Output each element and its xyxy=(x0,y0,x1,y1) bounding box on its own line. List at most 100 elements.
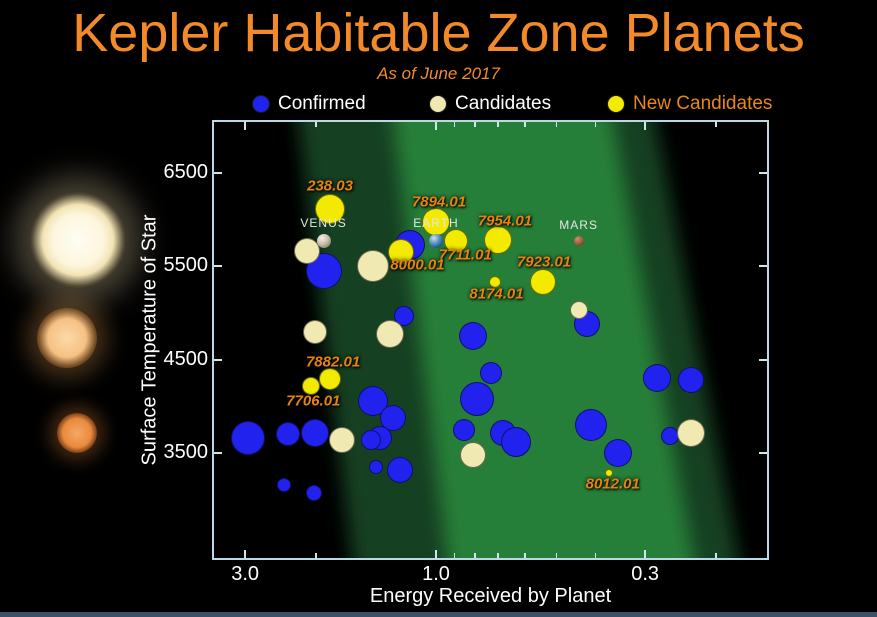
koi-label: 7882.01 xyxy=(305,353,361,371)
planet-point xyxy=(444,229,469,254)
venus-planet-icon xyxy=(316,234,331,249)
axis-tick xyxy=(497,122,499,127)
planet-point xyxy=(394,305,415,326)
planet-point xyxy=(678,367,705,394)
koi-label: 8012.01 xyxy=(585,475,640,493)
planet-point xyxy=(453,418,476,441)
x-axis-title: Energy Received by Planet xyxy=(369,585,612,607)
planet-point xyxy=(677,419,706,448)
planet-point xyxy=(489,276,502,289)
planet-point xyxy=(315,193,346,224)
planet-point xyxy=(305,485,322,502)
axis-tick xyxy=(644,122,647,130)
planet-point xyxy=(643,364,672,393)
planet-point xyxy=(574,409,607,441)
planet-point xyxy=(387,456,414,483)
planet-point xyxy=(302,376,321,395)
planet-point xyxy=(328,426,355,453)
habitable-zone-bands xyxy=(298,122,739,558)
planet-point xyxy=(369,459,384,474)
planet-point xyxy=(501,426,532,457)
koi-label: 7894.01 xyxy=(411,193,467,211)
axis-tick xyxy=(474,122,476,127)
planet-point xyxy=(459,441,486,468)
planet-point xyxy=(302,319,327,344)
axis-tick xyxy=(315,122,317,127)
x-tick-label: 3.0 xyxy=(231,563,260,585)
axis-tick xyxy=(453,122,456,127)
planet-point xyxy=(604,468,613,477)
planet-point xyxy=(569,301,588,320)
legend-item-new-candidates: New Candidates xyxy=(607,93,772,115)
planet-point xyxy=(356,250,389,283)
planet-point xyxy=(319,368,342,391)
axis-tick xyxy=(715,122,717,127)
hot-star-icon xyxy=(30,192,126,288)
axis-tick xyxy=(759,452,767,454)
axis-tick xyxy=(715,553,717,558)
legend-label-new-candidates: New Candidates xyxy=(633,93,773,114)
axis-tick xyxy=(555,553,558,558)
axis-tick xyxy=(524,122,526,127)
axis-tick xyxy=(214,172,222,175)
plot-area: 238.03 7894.01 7954.01 7711.01 8000.01 7923.0… xyxy=(212,120,769,560)
confirmed-swatch-icon xyxy=(252,95,270,113)
planet-point xyxy=(483,226,512,255)
earth-label: EARTH xyxy=(413,216,459,231)
planet-point xyxy=(458,322,487,351)
koi-label: 8000.01 xyxy=(390,256,445,274)
planet-point xyxy=(604,439,633,467)
koi-label: 7711.01 xyxy=(438,246,492,264)
koi-label: 8174.01 xyxy=(469,285,524,303)
axis-tick xyxy=(759,172,767,175)
axis-tick xyxy=(759,265,767,268)
axis-tick xyxy=(524,553,526,558)
planet-point xyxy=(459,381,494,416)
legend-label-candidates: Candidates xyxy=(455,93,552,114)
axis-tick xyxy=(644,550,647,558)
planet-point xyxy=(294,237,321,264)
planet-point xyxy=(276,477,291,492)
axis-tick xyxy=(214,452,222,454)
axis-tick xyxy=(244,550,247,558)
axis-tick xyxy=(435,550,437,558)
koi-label: 238.03 xyxy=(307,177,354,195)
y-tick-label: 3500 xyxy=(163,441,209,463)
y-tick-label: 5500 xyxy=(163,254,209,277)
planet-point xyxy=(479,361,502,384)
planet-point xyxy=(300,419,329,448)
axis-tick xyxy=(474,553,476,558)
axis-tick xyxy=(244,122,247,130)
new-candidates-swatch-icon xyxy=(607,95,625,113)
planet-point xyxy=(361,429,382,450)
planet-point xyxy=(357,385,388,416)
x-tick-label: 0.3 xyxy=(631,563,660,585)
axis-tick xyxy=(214,358,222,361)
mars-planet-icon xyxy=(573,236,584,247)
chart-subtitle: As of June 2017 xyxy=(377,64,500,83)
earth-planet-icon xyxy=(429,234,443,249)
axis-tick xyxy=(594,553,597,558)
mars-label: MARS xyxy=(559,218,598,233)
legend-item-confirmed: Confirmed xyxy=(252,93,366,115)
cool-star-icon xyxy=(57,413,97,453)
axis-tick xyxy=(594,122,597,127)
axis-tick xyxy=(214,265,222,268)
planet-point xyxy=(530,269,557,296)
planet-point xyxy=(388,239,415,266)
warm-star-icon xyxy=(37,308,97,368)
axis-tick xyxy=(555,122,558,127)
chart-title: Kepler Habitable Zone Planets xyxy=(72,3,805,63)
axis-tick xyxy=(497,553,499,558)
planet-point xyxy=(422,207,450,236)
legend-label-confirmed: Confirmed xyxy=(278,93,366,114)
y-tick-label: 6500 xyxy=(163,161,209,184)
planet-point xyxy=(376,319,405,348)
y-tick-label: 4500 xyxy=(163,347,209,370)
koi-label: 7706.01 xyxy=(286,392,341,410)
candidates-swatch-icon xyxy=(429,95,447,113)
planet-point xyxy=(231,421,266,456)
axis-tick xyxy=(759,358,767,361)
venus-label: VENUS xyxy=(300,216,347,231)
